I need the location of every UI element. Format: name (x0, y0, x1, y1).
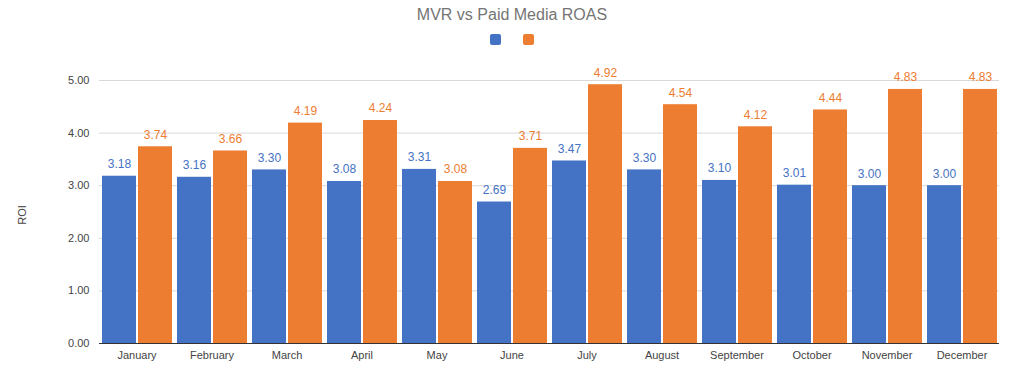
svg-text:3.31: 3.31 (408, 150, 432, 164)
svg-text:3.71: 3.71 (519, 129, 543, 143)
svg-text:3.00: 3.00 (858, 167, 882, 181)
svg-text:3.01: 3.01 (783, 166, 807, 180)
svg-text:3.16: 3.16 (183, 158, 207, 172)
html-text:ROI: ROI (16, 205, 28, 225)
svg-text:4.12: 4.12 (744, 108, 768, 122)
svg-text:August: August (645, 349, 679, 361)
svg-text:3.18: 3.18 (108, 157, 132, 171)
svg-text:5.00: 5.00 (68, 74, 89, 86)
svg-text:3.47: 3.47 (558, 142, 582, 156)
svg-text:October: October (792, 349, 831, 361)
svg-text:January: January (117, 349, 157, 361)
svg-text:4.00: 4.00 (68, 127, 89, 139)
svg-text:April: April (351, 349, 373, 361)
svg-text:March: March (272, 349, 303, 361)
svg-text:3.66: 3.66 (219, 132, 243, 146)
svg-text:February: February (190, 349, 235, 361)
html-text:MVR vs Paid Media ROAS: MVR vs Paid Media ROAS (416, 6, 608, 23)
svg-text:0.00: 0.00 (68, 337, 89, 349)
svg-text:1.00: 1.00 (68, 284, 89, 296)
svg-text:4.24: 4.24 (369, 101, 393, 115)
svg-text:3.74: 3.74 (144, 128, 168, 142)
svg-text:4.44: 4.44 (819, 91, 843, 105)
svg-text:4.92: 4.92 (594, 66, 618, 80)
svg-text:September: September (710, 349, 764, 361)
svg-text:3.00: 3.00 (68, 179, 89, 191)
svg-text:4.54: 4.54 (669, 86, 693, 100)
svg-text:June: June (500, 349, 524, 361)
svg-text:3.08: 3.08 (333, 162, 357, 176)
svg-text:4.19: 4.19 (294, 104, 318, 118)
svg-text:4.83: 4.83 (969, 70, 993, 84)
svg-text:November: November (862, 349, 913, 361)
svg-text:2.00: 2.00 (68, 232, 89, 244)
svg-text:3.08: 3.08 (444, 162, 468, 176)
svg-text:2.69: 2.69 (483, 183, 507, 197)
svg-text:3.00: 3.00 (933, 167, 957, 181)
svg-text:4.83: 4.83 (894, 70, 918, 84)
svg-text:December: December (937, 349, 988, 361)
svg-text:July: July (577, 349, 597, 361)
svg-text:3.10: 3.10 (708, 161, 732, 175)
svg-text:3.30: 3.30 (258, 151, 282, 165)
svg-text:May: May (427, 349, 448, 361)
svg-text:3.30: 3.30 (633, 151, 657, 165)
